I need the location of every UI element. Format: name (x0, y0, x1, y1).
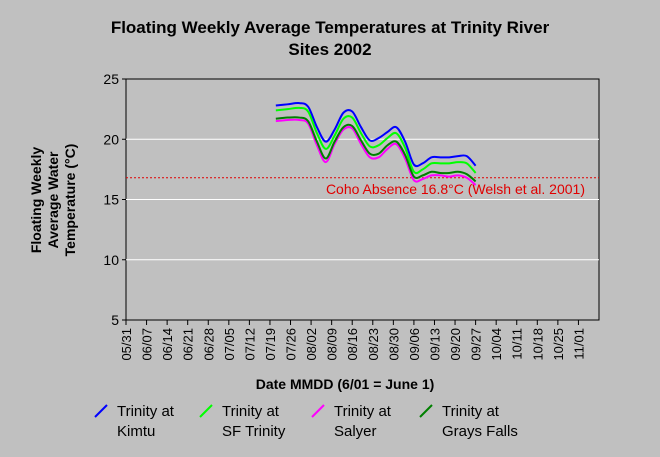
chart-title-line-2: Sites 2002 (288, 40, 371, 59)
y-tick-label: 5 (111, 312, 119, 328)
x-tick-label: 06/14 (160, 328, 175, 361)
x-tick-label: 08/02 (304, 328, 319, 361)
y-axis-label-line-3: Temperature (°C) (62, 144, 78, 257)
y-tick-label: 25 (103, 71, 119, 87)
x-tick-label: 05/31 (119, 328, 134, 361)
x-tick-label: 07/12 (242, 328, 257, 361)
x-tick-label: 09/27 (469, 328, 484, 361)
reference-line-group: Coho Absence 16.8°C (Welsh et al. 2001) (126, 177, 599, 197)
y-axis-label: Floating Weekly Average Water Temperatur… (28, 144, 78, 257)
legend-swatch-1 (94, 404, 108, 418)
series-line-4 (275, 116, 477, 183)
x-tick-label: 07/19 (263, 328, 278, 361)
chart-title-line-1: Floating Weekly Average Temperatures at … (111, 18, 550, 37)
y-axis-label-line-2: Average Water (45, 151, 61, 249)
y-axis-label-line-1: Floating Weekly (28, 147, 44, 254)
y-tick-label: 10 (103, 252, 119, 268)
reference-line-label: Coho Absence 16.8°C (Welsh et al. 2001) (326, 181, 585, 197)
series-line-3 (275, 118, 477, 186)
x-tick-label: 06/21 (181, 328, 196, 361)
x-tick-label: 09/06 (407, 328, 422, 361)
grid-lines (126, 138, 599, 261)
x-tick-label: 08/16 (345, 328, 360, 361)
legend-entry-2: Trinity at SF Trinity (222, 403, 286, 440)
x-tick-label: 11/01 (571, 328, 586, 360)
legend-entry-4: Trinity at Grays Falls (442, 403, 518, 440)
x-axis-ticks: 05/31 06/07 06/14 06/21 06/28 07/05 07/12 07/19… (119, 320, 586, 361)
series-line-1 (275, 102, 477, 168)
x-tick-label: 09/20 (448, 328, 463, 361)
series-line-2 (275, 106, 477, 175)
x-tick-label: 09/13 (427, 328, 442, 361)
legend-swatch-2 (199, 404, 213, 418)
x-tick-label: 08/23 (366, 328, 381, 361)
x-tick-label: 10/18 (530, 328, 545, 361)
legend-entry-3: Trinity at Salyer (334, 403, 392, 440)
x-tick-label: 07/26 (284, 328, 299, 361)
x-axis-label: Date MMDD (6/01 = June 1) (256, 376, 435, 392)
x-tick-label: 06/07 (140, 328, 155, 361)
legend-swatch-4 (419, 404, 433, 418)
x-tick-label: 06/28 (201, 328, 216, 361)
y-tick-label: 15 (103, 192, 119, 208)
x-tick-label: 10/11 (510, 328, 525, 360)
x-tick-label: 10/04 (489, 328, 504, 361)
x-tick-label: 08/09 (325, 328, 340, 361)
x-tick-label: 07/05 (222, 328, 237, 361)
legend-entry-1: Trinity at Kimtu (117, 403, 175, 440)
legend: Trinity at Kimtu Trinity at SF Trinity Trini… (94, 403, 518, 440)
legend-swatch-3 (311, 404, 325, 418)
x-tick-label: 08/30 (386, 328, 401, 361)
y-tick-label: 20 (103, 131, 119, 147)
y-axis-ticks: 5 10 15 20 25 (103, 71, 126, 328)
series-lines (275, 102, 477, 186)
x-tick-label: 10/25 (551, 328, 566, 361)
